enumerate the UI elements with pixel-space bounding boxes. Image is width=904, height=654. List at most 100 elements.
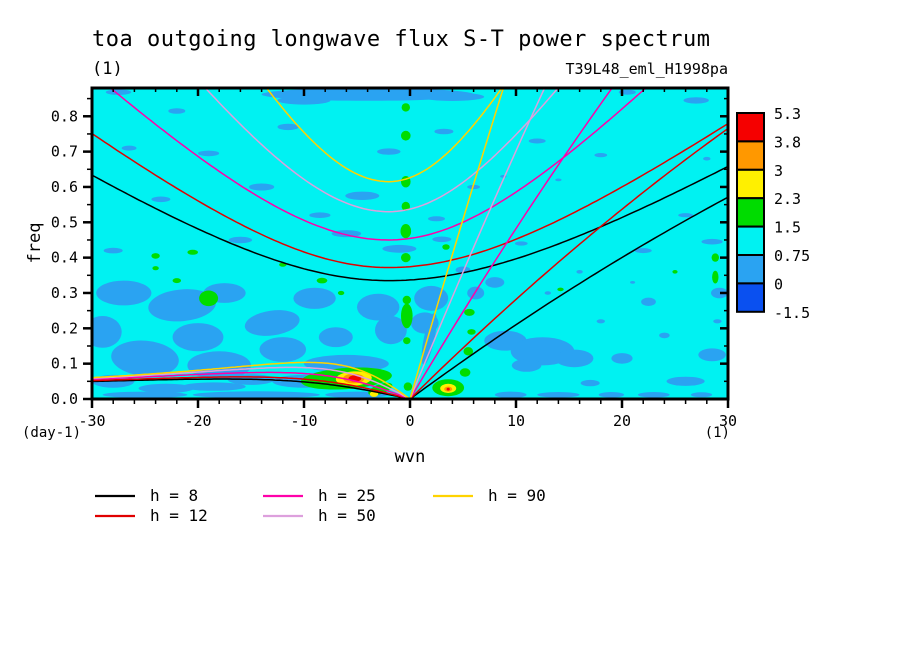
spectral-blob-low: [96, 280, 152, 306]
spectral-blob-low: [377, 148, 401, 155]
spectral-blob-low: [357, 293, 400, 321]
colorbar-cell: [736, 282, 765, 313]
spectral-blob-high: [400, 224, 412, 239]
rossby-curve-h8: [92, 378, 411, 399]
spectral-blob-high: [557, 287, 564, 292]
spectral-blob-low: [105, 89, 132, 95]
kelvin-curve-h12: [409, 127, 728, 399]
colorbar-label: 0.75: [774, 247, 810, 265]
spectral-blob-high: [442, 244, 450, 250]
plot-area: [92, 88, 728, 399]
x-tick-label: -30: [78, 412, 105, 430]
spectral-blob-low: [151, 196, 171, 203]
rossby-curve-h50: [92, 366, 411, 399]
y-tick-label: 0.8: [51, 107, 78, 125]
ig-curve-h12: [92, 122, 728, 269]
spectral-blob-low: [666, 376, 705, 386]
colorbar: 5.3 3.8 3 2.3 1.5 0.75 0 -1.5: [736, 105, 810, 322]
spectral-blob-low: [467, 184, 480, 190]
y-tick-label: 0.6: [51, 178, 78, 196]
spectral-blob-low: [514, 241, 528, 246]
colorbar-cell: [736, 225, 765, 257]
spectral-blob-low: [434, 128, 454, 135]
spectral-blob-low: [168, 108, 186, 114]
dispersion-curves: [92, 88, 728, 399]
spectral-blob-low: [544, 291, 551, 295]
spectral-blob-low: [375, 316, 407, 345]
y-tick-label: 0.4: [51, 249, 78, 267]
spectral-blob-low: [634, 248, 652, 254]
rossby-curve-h90: [92, 361, 411, 399]
rossby-curve-h12: [92, 376, 411, 399]
y-tick-label: 0.1: [51, 355, 78, 373]
axis-tick-labels: -30 -20 -10 0 10 20 30 0.0 0.1 0.2 0.3 0.4 0.5 0.6 0.7…: [51, 107, 737, 430]
colorbar-cell: [736, 168, 765, 200]
spectral-blob-low: [698, 348, 726, 362]
spectral-blob-high: [401, 103, 410, 112]
x-tick-label: -20: [184, 412, 211, 430]
y-tick-label: 0.7: [51, 143, 78, 161]
chart-title: toa outgoing longwave flux S-T power spe…: [92, 27, 711, 52]
rossby-curve-h25: [92, 371, 411, 399]
spectral-blob-high: [401, 130, 411, 141]
spectral-blob-low: [414, 285, 449, 311]
kelvin-curve-h25: [409, 88, 613, 399]
spectral-blob-low: [511, 359, 542, 372]
colorbar-label: 0: [774, 275, 783, 293]
y-tick-label: 0.3: [51, 284, 78, 302]
spectral-blob-low: [555, 349, 594, 368]
kelvin-curve-h90: [409, 88, 505, 399]
spectral-blob-high: [467, 329, 476, 335]
spectral-blob-low: [259, 337, 307, 362]
spectral-blob-high: [199, 290, 219, 307]
spectral-blob-high: [401, 201, 410, 211]
x-axis-unit: (1): [705, 425, 730, 441]
colorbar-cell: [736, 140, 765, 171]
spectral-blob-high: [151, 253, 160, 259]
kelvin-curve-h8: [409, 196, 728, 399]
spectral-blob-low: [102, 391, 188, 398]
spectral-blob-low: [576, 270, 583, 274]
spectral-blob-low: [598, 392, 625, 398]
colorbar-label: 3.8: [774, 133, 801, 151]
x-tick-label: 30: [719, 412, 737, 430]
spectral-blob-low: [611, 353, 633, 364]
legend: h = 8h = 12 h = 25h = 50 h = 90: [95, 486, 546, 525]
spectral-blob-high: [464, 308, 475, 316]
spectral-blob-low: [293, 287, 336, 309]
ig-curve-h50: [204, 88, 560, 213]
spectral-blob-low: [467, 286, 485, 300]
spectral-blob-low: [641, 297, 656, 306]
spectral-blob-low: [248, 183, 275, 191]
spectral-blob-low: [485, 277, 505, 288]
spectral-blob-low: [92, 316, 122, 348]
spectral-blob-low: [198, 150, 220, 157]
spectral-blob-high: [316, 277, 328, 284]
spectral-blob-high: [401, 253, 411, 263]
colorbar-cell: [736, 112, 765, 143]
spectral-hotspot-layer: [446, 387, 450, 391]
spectral-blob-high: [402, 295, 411, 305]
spectral-blob-low: [711, 287, 728, 299]
spectral-blob-low: [345, 191, 380, 200]
spectral-blob-high: [459, 368, 471, 377]
spectral-blob-low: [244, 310, 300, 336]
x-tick-label: 20: [613, 412, 631, 430]
kelvin-curve-h50: [409, 88, 546, 399]
x-tick-label: 0: [405, 412, 414, 430]
spectral-blob-low: [428, 216, 445, 222]
spectral-blob-low: [637, 392, 670, 398]
spectral-blob-low: [537, 392, 580, 398]
x-tick-label: -10: [290, 412, 317, 430]
colorbar-label: 2.3: [774, 190, 801, 208]
y-tick-label: 0.2: [51, 319, 78, 337]
spectral-blob-low: [228, 236, 253, 244]
spectral-blob-low: [659, 332, 670, 339]
spectral-blob-low: [121, 145, 137, 151]
spectral-blob-low: [331, 230, 362, 238]
spectral-blob-high: [712, 270, 719, 284]
spectral-blob-low: [138, 383, 194, 393]
spectral-blob-low: [630, 281, 636, 284]
spectral-blob-low: [683, 97, 709, 104]
